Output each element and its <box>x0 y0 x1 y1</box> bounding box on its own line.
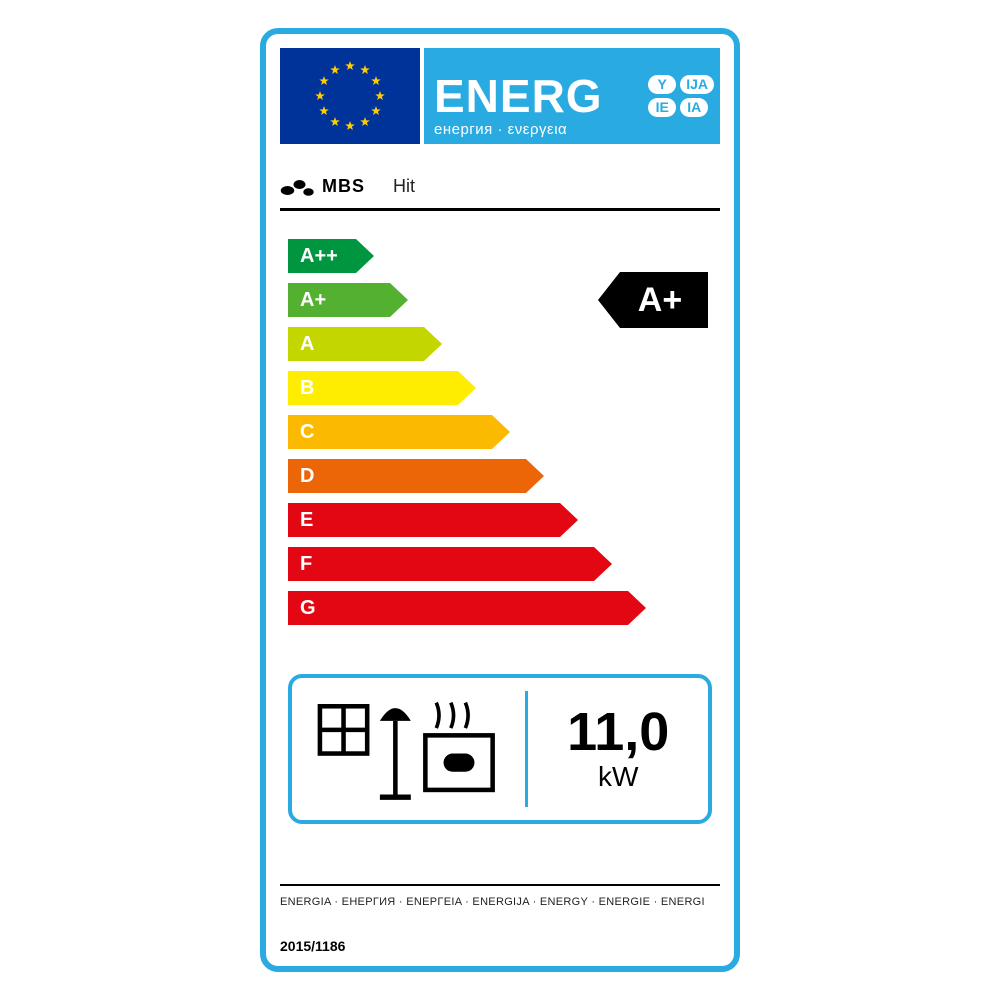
arrow-head-icon <box>492 415 510 449</box>
arrow-head-icon <box>560 503 578 537</box>
efficiency-class-row: C <box>288 415 510 449</box>
footer-languages: ENERGIA · ЕНЕРГИЯ · ΕΝΕΡΓΕΙΑ · ENERGIJA … <box>280 884 720 908</box>
arrow-head-icon <box>356 239 374 273</box>
eu-stars-icon <box>280 48 420 144</box>
brand-logo: MBS <box>280 175 365 197</box>
power-number: 11,0 <box>528 705 708 759</box>
header-row: ENERG енергия · ενεργεια YIJAIEIA <box>280 48 720 144</box>
efficiency-class-row: F <box>288 547 612 581</box>
suffix-pill: IJA <box>680 75 714 94</box>
brand-name: MBS <box>322 176 365 197</box>
efficiency-class-row: B <box>288 371 476 405</box>
energ-block: ENERG енергия · ενεργεια YIJAIEIA <box>424 48 720 144</box>
efficiency-class-label: G <box>288 591 628 625</box>
arrow-head-icon <box>424 327 442 361</box>
heater-pictograms <box>292 678 525 820</box>
arrow-head-icon <box>458 371 476 405</box>
header-suffix-column: YIJAIEIA <box>648 75 720 117</box>
efficiency-class-label: F <box>288 547 594 581</box>
efficiency-scale: A++ A+ ABCDEFG A+ <box>288 239 708 649</box>
efficiency-class-label: B <box>288 371 458 405</box>
arrow-head-icon <box>594 547 612 581</box>
suffix-pill: Y <box>648 75 676 94</box>
eu-flag <box>280 48 420 144</box>
arrow-head-icon <box>526 459 544 493</box>
suffix-row: YIJA <box>648 75 714 94</box>
power-box: 11,0 kW <box>288 674 712 824</box>
efficiency-class-row: E <box>288 503 578 537</box>
rating-badge: A+ <box>598 272 708 328</box>
heater-icon <box>309 689 509 809</box>
arrow-head-icon <box>628 591 646 625</box>
suffix-pill: IE <box>648 98 676 117</box>
efficiency-class-label: A <box>288 327 424 361</box>
regulation-ref: 2015/1186 <box>280 938 345 954</box>
efficiency-class-label: E <box>288 503 560 537</box>
efficiency-class-row: A+ <box>288 283 408 317</box>
efficiency-class-row: A <box>288 327 442 361</box>
model-name: Hit <box>393 176 415 197</box>
power-value-block: 11,0 kW <box>528 705 708 793</box>
brand-row: MBS Hit <box>280 164 720 211</box>
suffix-row: IEIA <box>648 98 708 117</box>
efficiency-class-label: A+ <box>288 283 390 317</box>
suffix-pill: IA <box>680 98 708 117</box>
arrow-head-icon <box>390 283 408 317</box>
mbs-logo-icon <box>280 175 316 197</box>
efficiency-class-row: A++ <box>288 239 374 273</box>
header-title: ENERG <box>424 73 603 119</box>
efficiency-class-label: D <box>288 459 526 493</box>
efficiency-class-label: A++ <box>288 239 356 273</box>
efficiency-class-label: C <box>288 415 492 449</box>
efficiency-class-row: D <box>288 459 544 493</box>
header-subtitle: енергия · ενεργεια <box>434 121 567 138</box>
power-unit: kW <box>528 761 708 793</box>
rating-badge-text: A+ <box>620 272 708 328</box>
efficiency-class-row: G <box>288 591 646 625</box>
energy-label-frame: ENERG енергия · ενεργεια YIJAIEIA MBS Hi… <box>260 28 740 972</box>
rating-badge-arrow-icon <box>598 272 620 328</box>
